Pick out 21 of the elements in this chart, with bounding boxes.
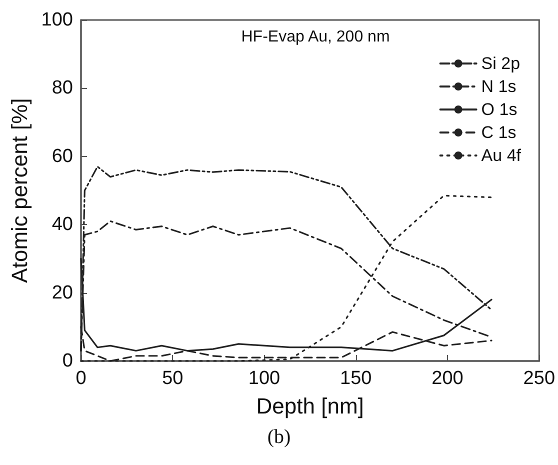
y-tick-label: 20 [52,282,73,304]
y-tick-label: 60 [52,146,73,167]
x-tick-label: 50 [162,368,184,389]
text: HF-Evap Au, 200 nm [241,28,390,46]
legend-label: C 1s [481,123,516,142]
y-axis-title: Atomic percent [%] [6,98,32,283]
legend-label: Au 4f [481,146,522,165]
y-tick-label: 0 [62,350,73,372]
x-tick-label: 250 [523,368,555,389]
x-tick-label: 150 [340,368,372,389]
x-tick-label: 200 [432,368,464,389]
x-tick-label: 100 [248,368,280,389]
x-tick-label: 0 [76,368,86,389]
legend-label: O 1s [481,100,518,119]
y-tick-label: 100 [41,10,73,30]
y-tick-label: 80 [52,78,73,99]
y-tick-label: 40 [52,214,73,236]
text: (b) [267,426,291,448]
legend-label: Si 2p [481,54,520,73]
legend-label: N 1s [481,77,516,96]
x-axis-title: Depth [nm] [256,394,364,418]
